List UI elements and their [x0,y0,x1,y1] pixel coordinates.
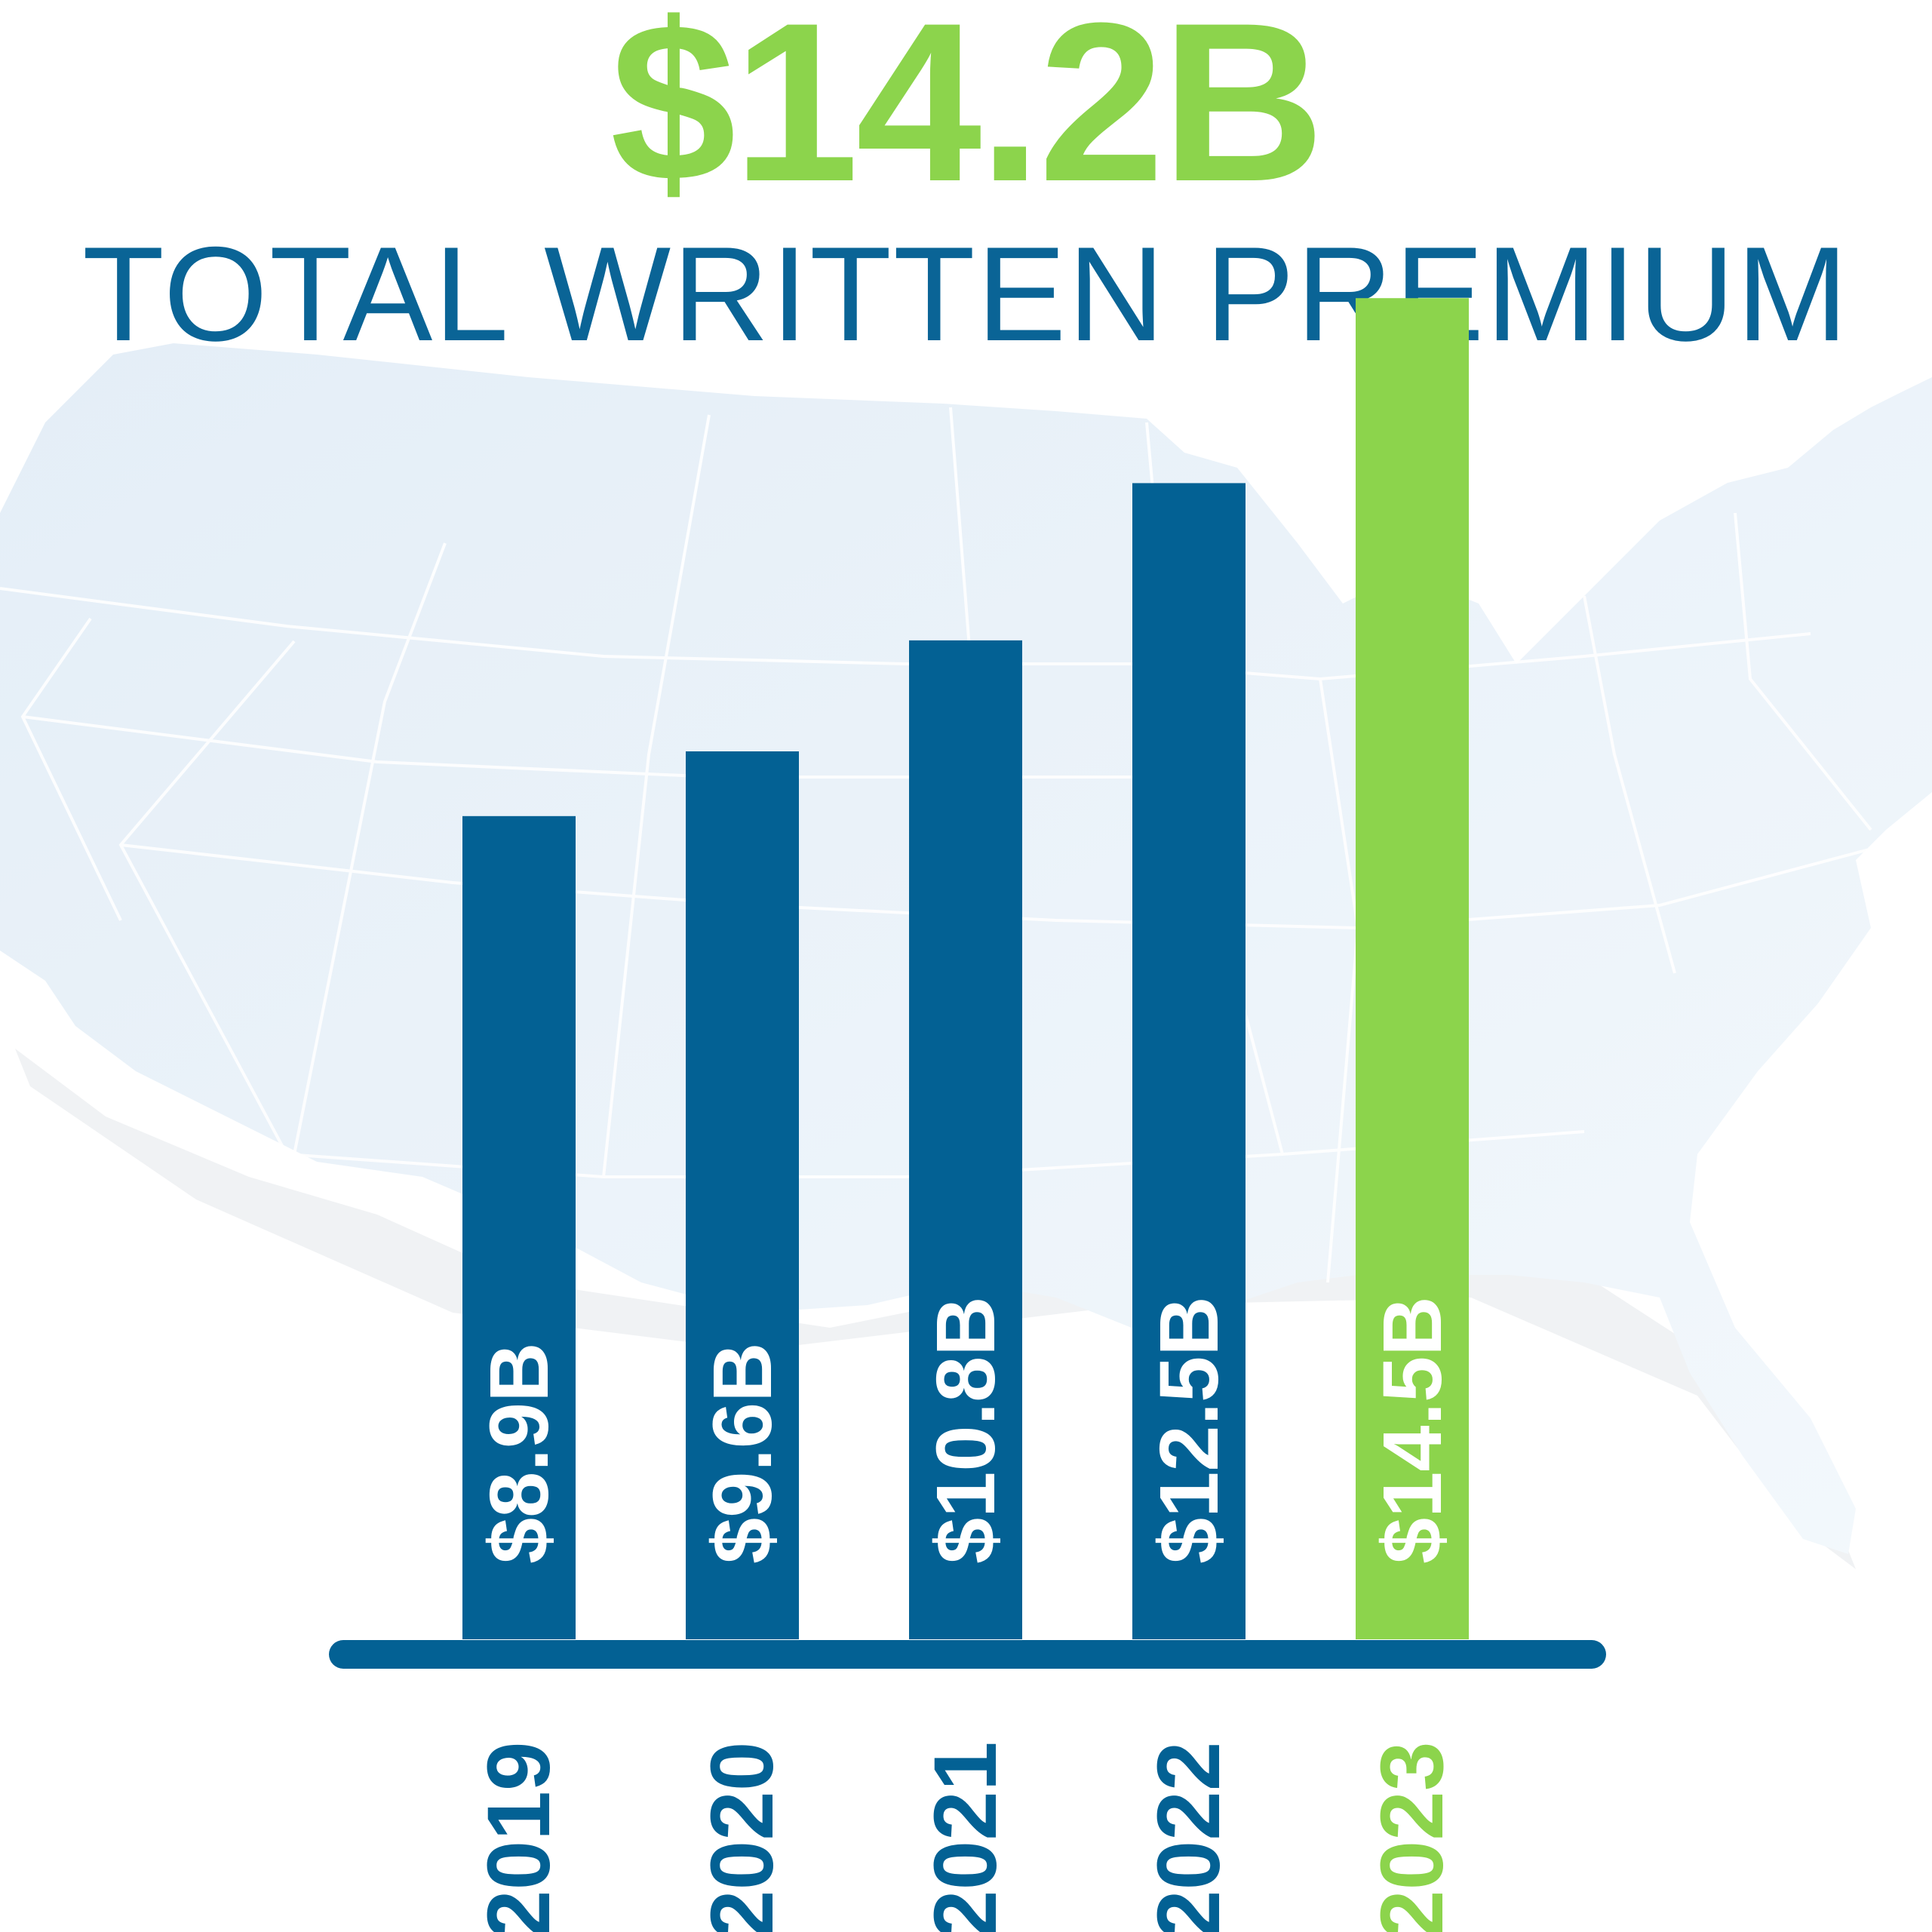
x-tick-label: 2022 [1139,1741,1239,1932]
bar-value-label: $8.9B [473,1342,566,1564]
bar-value-label: $9.6B [696,1342,789,1564]
bar-value-label: $10.8B [920,1296,1012,1564]
headline-value: $14.2B [610,0,1325,229]
bar-value-label: $12.5B [1143,1296,1236,1564]
x-tick-label: 2019 [469,1741,569,1932]
x-tick-label: 2023 [1362,1741,1462,1932]
bar-2021 [909,640,1022,1640]
x-tick-label: 2021 [916,1741,1015,1932]
bar-2022 [1132,483,1246,1639]
bar-2019 [462,815,576,1639]
bar-value-label: $14.5B [1366,1296,1459,1564]
chart-title: TOTAL WRITTEN PREMIUM [82,219,1850,369]
x-tick-label: 2020 [693,1741,792,1932]
bar-2020 [686,751,799,1639]
bar-2023 [1356,298,1469,1639]
